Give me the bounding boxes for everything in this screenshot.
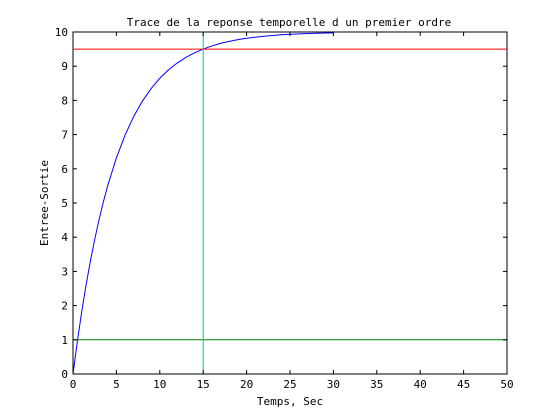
y-tick-label: 10 xyxy=(55,26,68,39)
x-tick-label: 45 xyxy=(457,378,470,391)
y-tick-label: 3 xyxy=(61,265,68,278)
x-tick-label: 50 xyxy=(500,378,513,391)
x-tick-label: 5 xyxy=(113,378,120,391)
y-tick-label: 7 xyxy=(61,129,68,142)
x-tick-label: 25 xyxy=(283,378,296,391)
x-tick-label: 35 xyxy=(370,378,383,391)
y-tick-label: 5 xyxy=(61,197,68,210)
y-tick-label: 0 xyxy=(61,368,68,381)
x-tick-label: 0 xyxy=(70,378,77,391)
x-axis-title: Temps, Sec xyxy=(257,395,323,408)
y-tick-label: 9 xyxy=(61,60,68,73)
y-tick-label: 8 xyxy=(61,94,68,107)
plot-area xyxy=(72,31,508,375)
series-line-0 xyxy=(72,32,334,375)
y-tick-label: 4 xyxy=(61,231,68,244)
series-layer xyxy=(72,32,507,375)
x-tick-label: 40 xyxy=(414,378,427,391)
y-tick-label: 2 xyxy=(61,300,68,313)
chart-title: Trace de la reponse temporelle d un prem… xyxy=(127,16,452,29)
y-axis-title: Entree-Sortie xyxy=(38,160,51,246)
y-tick-label: 1 xyxy=(61,334,68,347)
x-tick-label: 15 xyxy=(197,378,210,391)
x-tick-label: 10 xyxy=(153,378,166,391)
x-tick-label: 30 xyxy=(327,378,340,391)
y-tick-label: 6 xyxy=(61,163,68,176)
x-tick-label: 20 xyxy=(240,378,253,391)
